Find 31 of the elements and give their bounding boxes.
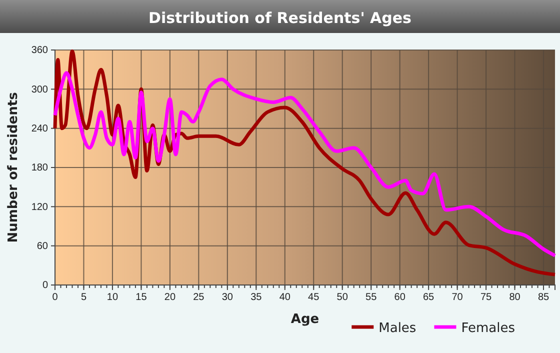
y-tick-label: 180 xyxy=(31,162,48,174)
x-tick-label: 5 xyxy=(80,292,87,304)
legend-label: Females xyxy=(461,321,516,336)
chart-title: Distribution of Residents' Ages xyxy=(148,9,412,27)
x-tick-label: 65 xyxy=(423,292,435,304)
x-tick-label: 0 xyxy=(52,292,58,304)
x-tick-label: 30 xyxy=(222,292,234,304)
y-tick-label: 360 xyxy=(31,45,48,56)
y-tick-label: 300 xyxy=(31,84,48,96)
x-tick-label: 85 xyxy=(538,292,550,304)
x-tick-label: 10 xyxy=(106,292,118,304)
x-tick-label: 70 xyxy=(452,292,464,304)
legend-label: Males xyxy=(378,321,416,336)
y-tick-label: 240 xyxy=(31,124,48,135)
x-tick-label: 75 xyxy=(480,292,492,304)
y-tick-label: 60 xyxy=(36,241,48,252)
x-tick-label: 20 xyxy=(164,292,176,304)
x-tick-label: 55 xyxy=(366,292,378,304)
x-tick-label: 40 xyxy=(279,292,291,304)
x-tick-label: 35 xyxy=(250,292,262,304)
y-tick-label: 0 xyxy=(42,280,48,292)
x-tick-label: 80 xyxy=(509,292,521,304)
x-tick-label: 60 xyxy=(394,292,406,304)
line-series xyxy=(53,71,557,258)
y-axis-title: Number of residents xyxy=(6,92,21,243)
x-tick-label: 50 xyxy=(336,292,348,304)
x-tick-label: 45 xyxy=(308,292,320,304)
y-tick-label: 120 xyxy=(31,202,48,213)
x-axis-title: Age xyxy=(290,312,320,327)
x-tick-label: 15 xyxy=(136,292,148,304)
x-tick-label: 25 xyxy=(193,292,205,304)
